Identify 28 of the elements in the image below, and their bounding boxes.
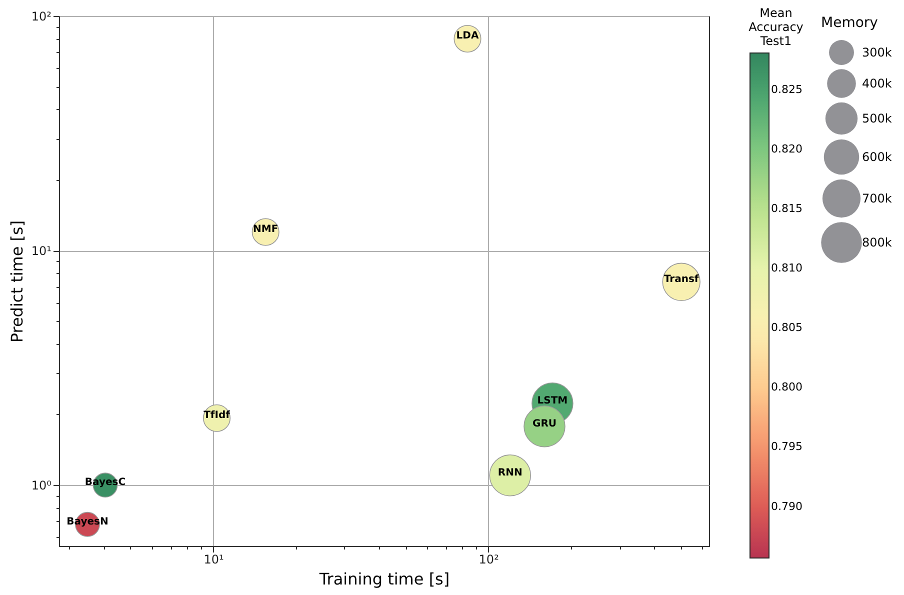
annotation: NMF (253, 224, 278, 235)
y-axis-title: Predict time [s] (7, 220, 26, 343)
legend-label: 700k (862, 192, 892, 206)
color-bar-label: 0.805 (771, 321, 802, 334)
legend-label: 500k (862, 112, 892, 126)
color-bar-title: Mean Accuracy Test1 (748, 6, 804, 48)
color-bar-label: 0.800 (771, 380, 802, 394)
color-bar-label: 0.790 (771, 500, 802, 513)
legend-title: Memory (821, 15, 878, 31)
color-bar-label: 0.815 (771, 202, 802, 216)
annotation: LDA (456, 30, 479, 42)
annotation: LSTM (537, 395, 568, 406)
legend-label: 300k (862, 46, 892, 60)
color-bar-label: 0.795 (771, 440, 802, 454)
color-bar-label: 0.825 (771, 82, 802, 96)
annotation: GRU (532, 418, 557, 430)
y-tick-label: 10¹ (31, 244, 52, 258)
annotation: Transf (664, 274, 700, 285)
legend-label: 600k (862, 150, 892, 164)
legend-label: 800k (862, 236, 892, 250)
y-tick-label: 10² (31, 10, 52, 24)
legend-label: 400k (862, 76, 892, 90)
x-axis-title: Training time [s] (318, 570, 450, 588)
color-bar-label: 0.820 (771, 142, 802, 156)
annotation: RNN (498, 467, 522, 478)
color-bar-label: 0.810 (771, 262, 802, 275)
y-tick-label: 10⁰ (31, 478, 52, 493)
annotation: TfIdf (204, 410, 231, 422)
